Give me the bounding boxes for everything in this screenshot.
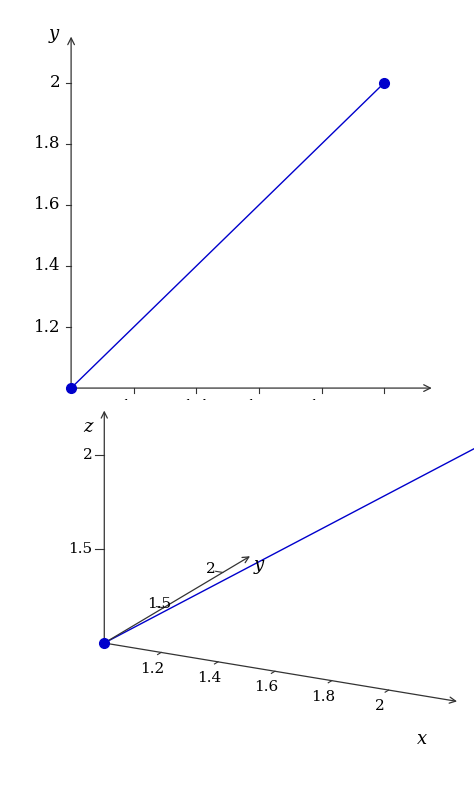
- Text: y: y: [48, 25, 59, 43]
- Point: [67, 382, 75, 394]
- Text: 2: 2: [82, 447, 92, 462]
- Text: 1.5: 1.5: [147, 597, 171, 611]
- Text: 2: 2: [49, 74, 60, 91]
- Point: [100, 637, 108, 649]
- Text: 2: 2: [375, 699, 385, 714]
- Text: 1.2: 1.2: [140, 661, 164, 676]
- Text: 1.8: 1.8: [34, 135, 60, 152]
- Text: 1.8: 1.8: [309, 398, 335, 416]
- Text: z: z: [83, 417, 92, 436]
- Text: 1.6: 1.6: [246, 398, 272, 416]
- Text: 1.2: 1.2: [34, 318, 60, 336]
- Text: 2: 2: [379, 398, 390, 416]
- Text: 1.6: 1.6: [34, 196, 60, 213]
- Text: 1.2: 1.2: [120, 398, 147, 416]
- Text: 1.5: 1.5: [68, 542, 92, 556]
- Text: 1.4: 1.4: [183, 398, 210, 416]
- Text: x: x: [417, 730, 427, 748]
- Text: 1.4: 1.4: [197, 671, 221, 685]
- Text: 2: 2: [206, 562, 216, 576]
- Point: [381, 76, 388, 89]
- Text: 1.8: 1.8: [311, 690, 335, 704]
- Text: y: y: [254, 557, 264, 574]
- Text: 1.6: 1.6: [254, 680, 278, 695]
- Text: 1.4: 1.4: [34, 257, 60, 274]
- Text: x: x: [433, 400, 443, 418]
